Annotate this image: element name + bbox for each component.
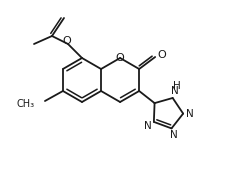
Text: N: N <box>169 130 177 140</box>
Text: H: H <box>173 81 181 91</box>
Text: CH₃: CH₃ <box>17 99 35 109</box>
Text: N: N <box>186 109 194 119</box>
Text: O: O <box>158 50 166 60</box>
Text: O: O <box>116 53 125 63</box>
Text: N: N <box>144 121 152 131</box>
Text: O: O <box>63 36 71 46</box>
Text: N: N <box>171 86 179 96</box>
